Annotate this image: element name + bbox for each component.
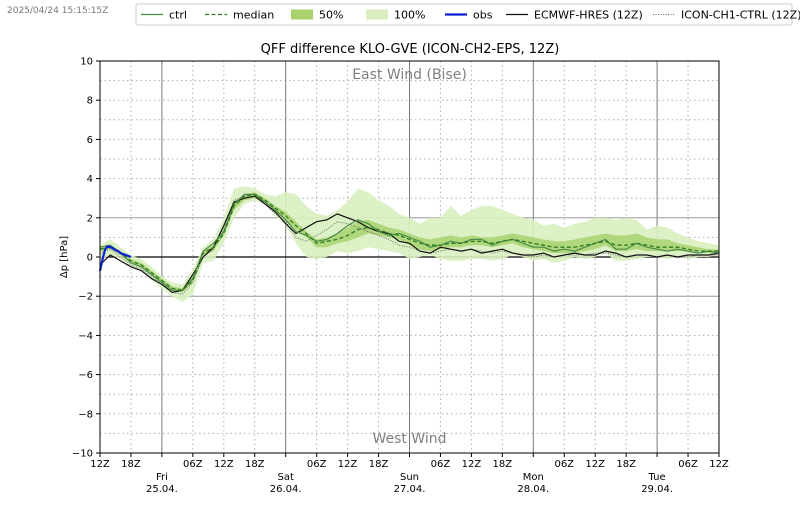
x-day-label: Mon [523, 472, 544, 483]
y-tick-label: −4 [78, 331, 93, 342]
series-ecmwf-hres [99, 195, 720, 293]
legend-label-ctrl: ctrl [169, 9, 187, 22]
x-tick-label: 18Z [493, 459, 513, 470]
x-tick-label: 06Z [554, 459, 574, 470]
series-obs [98, 244, 132, 271]
legend-label-band100: 100% [394, 9, 425, 22]
y-tick-label: −6 [78, 370, 93, 381]
band-50-percent [100, 192, 719, 293]
legend-swatch-band100 [366, 9, 388, 20]
x-tick-label: 12Z [462, 459, 482, 470]
x-tick-label: 12Z [585, 459, 605, 470]
legend-label-obs: obs [473, 9, 493, 22]
y-tick-label: −8 [78, 409, 93, 420]
y-tick-label: 4 [87, 174, 93, 185]
x-tick-label: 18Z [245, 459, 265, 470]
annotation-west-wind: West Wind [372, 431, 446, 447]
x-tick-label: 06Z [307, 459, 327, 470]
x-tick-label: 18Z [616, 459, 636, 470]
axes: −10 −8 −6 −4 −2 0 2 4 6 8 10 12Z 18Z 06Z 12Z 18Z 06Z 12Z 1… [72, 57, 729, 496]
x-tick-label: 12Z [90, 459, 110, 470]
y-tick-label: −10 [72, 449, 93, 460]
y-tick-label: 10 [80, 57, 93, 68]
x-date-label: 28.04. [517, 484, 549, 495]
x-tick-label: 12Z [214, 459, 234, 470]
y-tick-label: 6 [87, 135, 93, 146]
timestamp: 2025/04/24 15:15:15Z [7, 6, 109, 16]
x-date-label: 27.04. [394, 484, 426, 495]
x-day-label: Sat [277, 472, 293, 483]
x-tick-label: 06Z [183, 459, 203, 470]
x-tick-label: 12Z [338, 459, 358, 470]
legend-swatch-band50 [291, 9, 313, 20]
y-tick-label: 8 [87, 96, 93, 107]
x-day-label: Tue [648, 472, 666, 483]
x-date-label: 29.04. [641, 484, 673, 495]
plot-area: East Wind (Bise) West Wind [98, 61, 720, 453]
x-day-label: Fri [156, 472, 168, 483]
y-axis-label: Δp [hPa] [59, 236, 70, 278]
x-tick-label: 18Z [369, 459, 389, 470]
legend-label-ch1: ICON-CH1-CTRL (12Z) [681, 9, 800, 22]
y-tick-label: 2 [87, 213, 93, 224]
x-day-label: Sun [400, 472, 419, 483]
legend-label-band50: 50% [319, 9, 343, 22]
legend-label-median: median [233, 9, 274, 22]
x-tick-label: 06Z [678, 459, 698, 470]
x-date-label: 26.04. [270, 484, 302, 495]
series-median [99, 193, 719, 291]
series-ctrl [99, 193, 720, 291]
legend-label-ecmwf: ECMWF-HRES (12Z) [534, 9, 643, 22]
x-date-label: 25.04. [146, 484, 178, 495]
legend: ctrl median 50% 100% obs ECMWF-HRES (12Z) ICON… [135, 3, 800, 26]
chart-title: QFF difference KLO-GVE (ICON-CH2-EPS, 12… [261, 42, 560, 57]
y-tick-label: −2 [78, 292, 93, 303]
x-tick-label: 12Z [709, 459, 729, 470]
x-tick-label: 06Z [431, 459, 451, 470]
annotation-east-wind: East Wind (Bise) [352, 67, 467, 83]
y-tick-label: 0 [87, 253, 93, 264]
x-tick-label: 18Z [121, 459, 141, 470]
